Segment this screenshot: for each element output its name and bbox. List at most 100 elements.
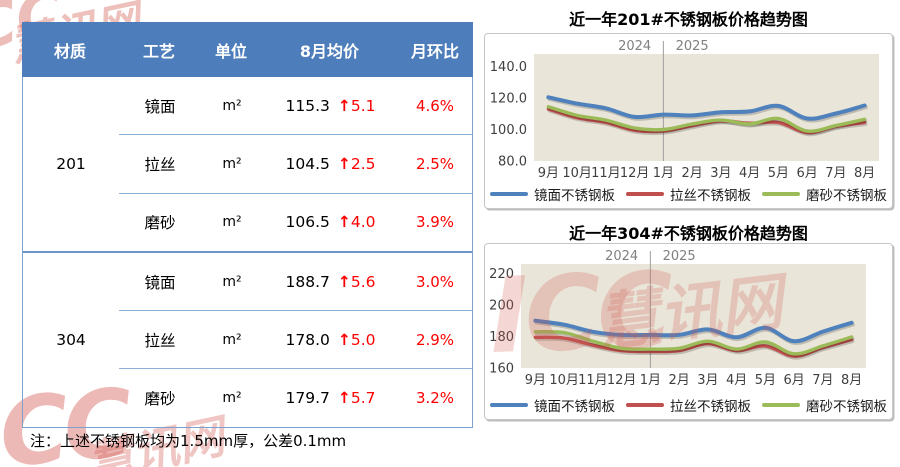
legend-item: 拉丝不锈钢板: [626, 184, 751, 204]
x-axis-tick-label: 6月: [796, 166, 817, 181]
chart-304-trend: 2024 2025 160 180 200 220 9月 10月 11月 12月 1月 2月 3月 4月 5…: [484, 243, 893, 420]
legend-label: 磨砂不锈钢板: [806, 399, 887, 415]
material-rows: 镜面 m² 188.7 ↑5.6 3.0% 拉丝 m² 178.0 ↑5.0 2.9% 磨砂 m² 17…: [119, 253, 472, 427]
mom-cell: 3.0%: [415, 272, 455, 291]
x-axis-tick-label: 7月: [812, 373, 833, 388]
year-label: 2024: [605, 249, 638, 264]
legend-line-swatch: [490, 403, 528, 407]
chart-304-plot: 2024 2025 160 180 200 220 9月 10月 11月 12月 1月 2月 3月 4月 5…: [485, 244, 892, 423]
x-axis-tick-label: 2月: [668, 373, 689, 388]
mom-cell: 2.5%: [415, 154, 455, 173]
price-table: 材质 工艺 单位 8月均价 月环比 201 镜面 m² 115.3 ↑5.1 4.6% 拉丝…: [22, 22, 473, 428]
mom-cell: 2.9%: [415, 330, 455, 349]
legend-line-swatch: [490, 192, 528, 196]
x-axis-tick-label: 9月: [525, 373, 546, 388]
process-cell: 磨砂: [144, 214, 176, 233]
price-cell: 106.5 ↑4.0: [263, 213, 398, 231]
x-axis-tick-label: 2月: [681, 166, 702, 181]
legend-label: 镜面不锈钢板: [534, 399, 615, 415]
series-line: [533, 318, 854, 344]
y-axis-tick-label: 140.0: [490, 60, 527, 75]
table-row: 磨砂 m² 179.7 ↑5.7 3.2%: [119, 368, 472, 426]
price-change-value: 4.0: [350, 213, 376, 232]
material-cell: 304: [56, 330, 86, 349]
price-change: ↑5.7: [338, 389, 376, 407]
year-label: 2024: [618, 39, 651, 54]
price-value: 179.7: [285, 389, 330, 408]
legend-label: 拉丝不锈钢板: [670, 399, 751, 415]
series-line: [546, 95, 867, 121]
column-header-aug-avg-price: 8月均价: [299, 41, 360, 61]
table-row: 镜面 m² 115.3 ↑5.1 4.6%: [119, 77, 472, 134]
chart-304-legend: 镜面不锈钢板 拉丝不锈钢板 磨砂不锈钢板: [485, 395, 892, 415]
up-arrow-icon: ↑: [337, 272, 351, 291]
x-axis-tick-label: 4月: [739, 166, 760, 181]
unit-cell: m²: [222, 273, 242, 290]
price-change-value: 2.5: [350, 154, 376, 173]
y-axis-tick-label: 120.0: [490, 92, 527, 107]
legend-label: 磨砂不锈钢板: [806, 188, 887, 204]
x-axis-tick-label: 7月: [825, 166, 846, 181]
legend-item: 磨砂不锈钢板: [762, 395, 887, 415]
price-cell: 104.5 ↑2.5: [263, 155, 398, 173]
legend-item: 磨砂不锈钢板: [762, 184, 887, 204]
x-axis-tick-label: 9月: [538, 166, 559, 181]
unit-cell: m²: [222, 390, 242, 407]
price-change-value: 5.7: [350, 389, 376, 408]
table-row: 拉丝 m² 178.0 ↑5.0 2.9%: [119, 310, 472, 368]
legend-label: 镜面不锈钢板: [534, 188, 615, 204]
series-line: [533, 335, 854, 358]
y-axis-tick-label: 160: [489, 362, 514, 377]
up-arrow-icon: ↑: [337, 96, 351, 115]
material-group: 304 镜面 m² 188.7 ↑5.6 3.0% 拉丝 m² 178.0 ↑5.0 2.9% 磨砂 m…: [23, 250, 472, 427]
x-axis-tick-label: 3月: [710, 166, 731, 181]
legend-line-swatch: [626, 403, 664, 407]
up-arrow-icon: ↑: [337, 330, 351, 349]
price-value: 178.0: [285, 330, 330, 349]
material-cell: 201: [56, 154, 86, 173]
x-axis-tick-label: 1月: [653, 166, 674, 181]
price-change-value: 5.6: [350, 272, 376, 291]
series-line: [546, 105, 867, 133]
year-label: 2025: [676, 39, 709, 54]
x-axis-tick-label: 11月: [578, 373, 608, 388]
mom-cell: 3.9%: [415, 213, 455, 232]
price-cell: 188.7 ↑5.6: [263, 273, 398, 291]
x-axis-tick-label: 10月: [562, 166, 592, 181]
x-axis-tick-label: 5月: [768, 166, 789, 181]
chart-201-plot: 2024 2025 80.0 100.0 120.0 140.0 9月 10月 11月 12月 1月…: [485, 34, 892, 212]
price-cell: 115.3 ↑5.1: [263, 97, 398, 115]
material-group: 201 镜面 m² 115.3 ↑5.1 4.6% 拉丝 m² 104.5 ↑2.5 2.5% 磨砂 m…: [23, 77, 472, 251]
process-cell: 拉丝: [144, 155, 176, 174]
chart-201-trend: 2024 2025 80.0 100.0 120.0 140.0 9月 10月 11月 12月 1月…: [484, 33, 893, 209]
y-axis-tick-label: 200: [489, 298, 514, 313]
unit-cell: m²: [222, 97, 242, 114]
column-header-material: 材质: [53, 41, 86, 61]
x-axis-tick-label: 8月: [841, 373, 862, 388]
price-change-value: 5.1: [350, 96, 376, 115]
x-axis-tick-label: 10月: [549, 373, 579, 388]
legend-line-swatch: [626, 192, 664, 196]
table-row: 磨砂 m² 106.5 ↑4.0 3.9%: [119, 192, 472, 251]
price-change-value: 5.0: [350, 330, 376, 349]
mom-cell: 4.6%: [415, 96, 455, 115]
legend-label: 拉丝不锈钢板: [670, 188, 751, 204]
footnote: 注：上述不锈钢板均为1.5mm厚，公差0.1mm: [30, 432, 347, 450]
legend-item: 镜面不锈钢板: [490, 395, 615, 415]
table-body: 201 镜面 m² 115.3 ↑5.1 4.6% 拉丝 m² 104.5 ↑2.5 2.5% 磨砂 m…: [22, 77, 473, 428]
process-cell: 镜面: [144, 273, 176, 292]
column-header-process: 工艺: [142, 41, 175, 61]
process-cell: 磨砂: [144, 390, 176, 409]
unit-cell: m²: [222, 155, 242, 172]
mom-cell: 3.2%: [415, 389, 455, 408]
table-row: 镜面 m² 188.7 ↑5.6 3.0%: [119, 253, 472, 310]
chart-201-legend: 镜面不锈钢板 拉丝不锈钢板 磨砂不锈钢板: [485, 184, 892, 204]
up-arrow-icon: ↑: [337, 389, 351, 408]
price-cell: 179.7 ↑5.7: [263, 389, 398, 407]
column-header-mom: 月环比: [410, 41, 459, 61]
process-cell: 镜面: [144, 97, 176, 116]
x-axis-tick-label: 4月: [726, 373, 747, 388]
y-axis-tick-label: 100.0: [490, 123, 527, 138]
price-change: ↑5.6: [338, 273, 376, 291]
